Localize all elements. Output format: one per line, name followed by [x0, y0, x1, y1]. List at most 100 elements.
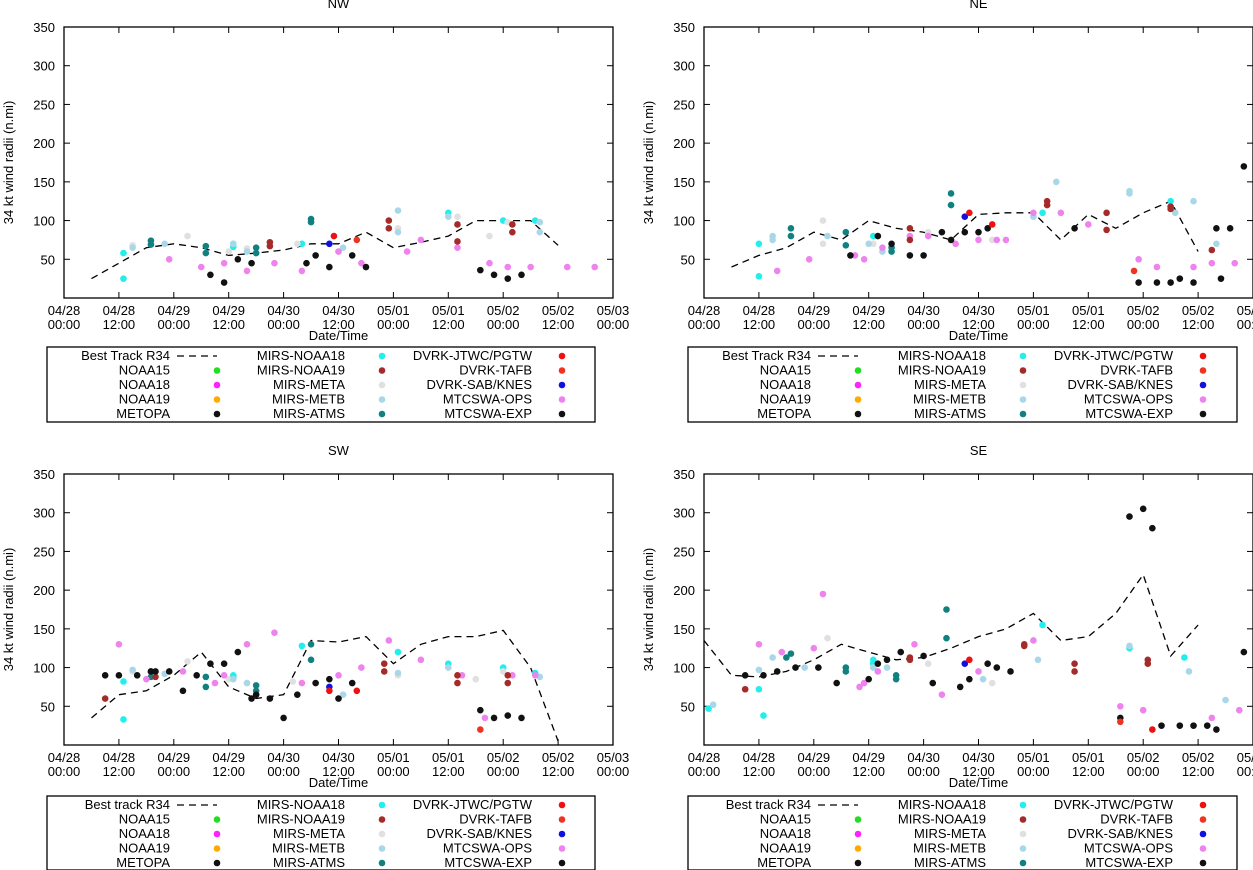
- legend-marker: [1199, 801, 1207, 809]
- data-point: [947, 201, 955, 209]
- data-point: [207, 660, 214, 667]
- legend-marker: [1199, 396, 1207, 403]
- x-tick-label-time: 00:00: [1017, 764, 1050, 779]
- chart-panel-se: SE5010015020025030035004/2800:0004/2812:…: [641, 443, 1253, 870]
- data-point: [266, 695, 274, 702]
- data-point: [531, 672, 539, 679]
- data-point: [458, 672, 466, 679]
- x-tick-label-date: 04/29: [212, 750, 245, 765]
- x-tick-label-date: 05/02: [1127, 750, 1160, 765]
- data-point: [454, 213, 461, 220]
- data-point: [229, 675, 237, 683]
- legend-label: NOAA18: [760, 826, 811, 841]
- data-point: [385, 225, 393, 232]
- data-point: [947, 190, 955, 197]
- data-point: [225, 248, 232, 255]
- data-point: [883, 664, 891, 671]
- data-point: [984, 225, 991, 232]
- x-tick-label-time: 12:00: [322, 764, 355, 779]
- data-point: [252, 249, 260, 257]
- legend-marker: [378, 801, 386, 809]
- data-point: [307, 656, 315, 664]
- data-point: [326, 675, 333, 683]
- series-dvrk-tafb: [1130, 267, 1138, 275]
- x-tick-label-time: 00:00: [907, 317, 940, 332]
- x-tick-label-date: 05/02: [542, 303, 575, 318]
- data-point: [1052, 178, 1060, 186]
- data-point: [1139, 706, 1147, 714]
- legend-marker: [558, 816, 566, 823]
- data-point: [1126, 190, 1133, 197]
- y-tick-label: 300: [33, 59, 55, 74]
- data-point: [787, 232, 795, 240]
- data-point: [869, 240, 877, 248]
- data-point: [879, 244, 886, 251]
- data-point: [824, 232, 831, 240]
- data-point: [787, 225, 795, 232]
- data-point: [920, 652, 927, 660]
- series-mirs-metb: [129, 207, 544, 255]
- legend-frame: [687, 346, 1238, 423]
- data-point: [1158, 722, 1165, 729]
- legend-label: MTCSWA-OPS: [443, 841, 532, 856]
- data-point: [1126, 642, 1133, 650]
- series-mirs-noaa18: [120, 642, 539, 723]
- data-point: [1117, 718, 1124, 726]
- data-point: [792, 664, 799, 671]
- data-point: [220, 660, 228, 667]
- data-point: [477, 726, 484, 733]
- x-tick-label-date: 05/02: [487, 303, 520, 318]
- legend-label: DVRK-SAB/KNES: [427, 826, 533, 841]
- legend-label: MIRS-META: [273, 826, 345, 841]
- series-dvrk-jtwc-pgtw: [326, 687, 361, 695]
- data-point: [326, 263, 333, 271]
- data-point: [120, 275, 127, 282]
- data-point: [1240, 163, 1248, 170]
- series-mirs-metb: [129, 664, 544, 698]
- data-point: [938, 228, 946, 236]
- legend-label: MIRS-ATMS: [914, 406, 986, 421]
- data-point: [1085, 221, 1092, 228]
- data-point: [353, 236, 361, 244]
- data-point: [298, 642, 306, 650]
- y-tick-label: 150: [673, 175, 695, 190]
- x-tick-label-time: 00:00: [907, 764, 940, 779]
- data-point: [234, 648, 242, 656]
- data-point: [824, 634, 831, 642]
- data-point: [129, 666, 136, 674]
- data-point: [335, 672, 342, 679]
- data-point: [394, 669, 402, 677]
- legend-label: NOAA19: [760, 841, 811, 856]
- data-point: [874, 660, 882, 667]
- data-point: [312, 679, 319, 687]
- data-point: [271, 259, 278, 267]
- x-tick-label-date: 05/01: [432, 750, 465, 765]
- x-tick-label-time: 00:00: [1237, 764, 1253, 779]
- data-point: [760, 712, 767, 719]
- data-point: [445, 664, 452, 671]
- data-point: [1030, 637, 1037, 644]
- legend-marker: [1019, 410, 1027, 418]
- x-tick-label-date: 05/01: [1017, 750, 1050, 765]
- series-dvrk-sab-knes: [961, 213, 969, 220]
- data-point: [243, 679, 251, 687]
- data-point: [380, 660, 388, 667]
- plot-frame: [703, 473, 1253, 746]
- data-point: [339, 244, 347, 251]
- data-point: [975, 236, 982, 244]
- legend-marker: [558, 352, 566, 360]
- legend-label: NOAA15: [119, 363, 170, 378]
- x-tick-label-time: 12:00: [743, 317, 776, 332]
- data-point: [298, 267, 306, 275]
- legend-marker: [378, 381, 386, 389]
- data-point: [979, 675, 987, 683]
- legend-marker: [1199, 859, 1207, 867]
- data-point: [289, 678, 297, 685]
- data-point: [193, 672, 200, 679]
- series-mtcswa-ops: [165, 236, 598, 275]
- data-point: [869, 664, 877, 671]
- legend-marker: [558, 859, 566, 867]
- data-point: [248, 259, 255, 267]
